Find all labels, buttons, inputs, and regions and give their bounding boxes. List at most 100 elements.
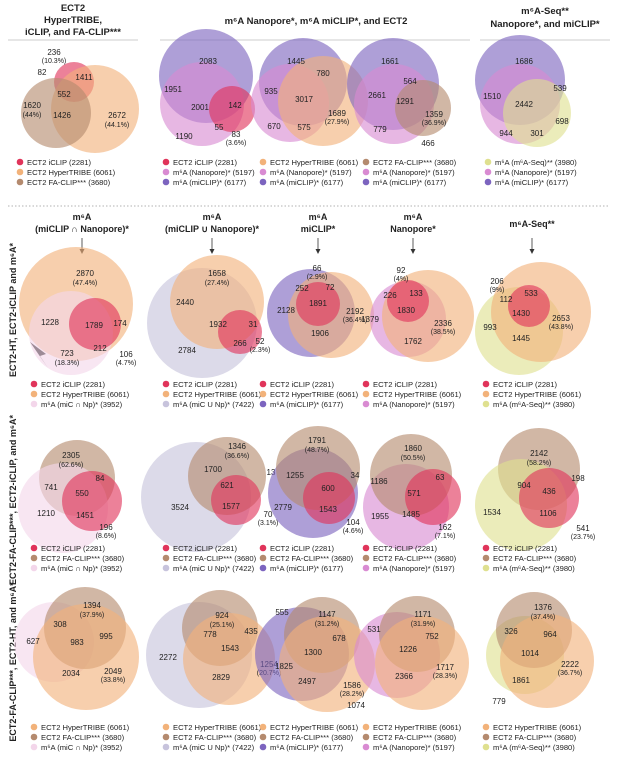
- down-arrow-icon: [410, 249, 416, 254]
- legend-label: ECT2 HyperTRIBE (6061): [493, 390, 582, 399]
- venn-count-label: (38.5%): [431, 329, 456, 336]
- venn-diagram-top-2: 2083 1951 2001 142 1190 55 83(3.6%) ECT2 iCLIP …: [159, 29, 255, 187]
- venn-diagram-top-3: 1445 780 935 3017 1689(27.9%) 670 575 ECT2 Hype…: [251, 38, 368, 187]
- venn-count-label: 1300: [304, 648, 322, 657]
- legend-label: ECT2 HyperTRIBE (6061): [270, 158, 359, 167]
- venn-count-label: 1586: [343, 681, 361, 690]
- legend-swatch-miclip: [259, 400, 267, 408]
- venn-count-label: 1762: [404, 337, 422, 346]
- venn-circle-fa: [21, 78, 91, 148]
- down-arrow-icon: [209, 249, 215, 254]
- legend-swatch-miclip: [259, 743, 267, 751]
- venn-count-label: 1210: [37, 509, 55, 518]
- venn-circle-iclip: [209, 86, 255, 132]
- venn-count-label: 1830: [397, 306, 415, 315]
- legend-label: m⁶A (m⁶A-Seq)** (3980): [493, 564, 575, 573]
- venn-circle-iclip: [69, 298, 121, 350]
- legend-swatch-miclip: [362, 178, 370, 186]
- legend-swatch-nanopore: [484, 168, 492, 176]
- legend-swatch-fa: [362, 733, 370, 741]
- venn-count-label: (3.6%): [226, 140, 247, 147]
- venn-count-label: 1686: [515, 57, 533, 66]
- legend-label: m⁶A (Nanopore)* (5197): [173, 168, 255, 177]
- venn-count-label: 55: [215, 123, 224, 132]
- venn-count-label: 778: [203, 630, 217, 639]
- venn-count-label: 780: [316, 69, 330, 78]
- venn-count-label: 1147: [318, 610, 336, 619]
- venn-count-label: 1074: [347, 701, 365, 710]
- legend-label: ECT2 FA-CLIP*** (3680): [270, 554, 354, 563]
- legend-label: m⁶A (miCLIP)* (6177): [270, 178, 344, 187]
- venn-count-label: 2442: [515, 100, 533, 109]
- column-header-4-sub: Nanopore*: [390, 224, 436, 234]
- venn-count-label: 1255: [286, 471, 304, 480]
- venn-count-label: 212: [93, 344, 107, 353]
- venn-diagram-r3c4: 531 1171 (31.9%) 752 1226 2366 1717(28.3%) 1074…: [347, 596, 469, 752]
- down-arrow-icon: [529, 249, 535, 254]
- column-header-3: m⁶A: [309, 212, 328, 222]
- legend-label: ECT2 FA-CLIP*** (3680): [27, 178, 111, 187]
- venn-count-label: (2.9%): [307, 274, 328, 281]
- legend-label: m⁶A (Nanopore)* (5197): [495, 168, 577, 177]
- venn-count-label: 2784: [178, 346, 196, 355]
- venn-count-label: (28.2%): [340, 691, 365, 698]
- venn-count-label: 627: [26, 637, 40, 646]
- venn-count-label: 2142: [530, 449, 548, 458]
- venn-diagram-r3c2: 924(25.1%)778435154322721254(20.7%)2829E…: [146, 590, 281, 752]
- venn-count-label: 752: [425, 632, 439, 641]
- legend-swatch-fa: [482, 733, 490, 741]
- venn-count-label: 944: [499, 129, 513, 138]
- venn-count-label: 600: [321, 484, 335, 493]
- legend-swatch-fa: [259, 554, 267, 562]
- venn-count-label: 2672: [108, 111, 126, 120]
- venn-count-label: 1955: [371, 512, 389, 521]
- venn-count-label: 1620: [23, 101, 41, 110]
- venn-count-label: (43.8%): [549, 324, 574, 331]
- legend-label: m⁶A (m⁶A-Seq)** (3980): [493, 400, 575, 409]
- legend-swatch-miclip_nanopore_union: [162, 743, 170, 751]
- venn-count-label: 2272: [159, 653, 177, 662]
- legend-swatch-miclip: [484, 178, 492, 186]
- venn-diagram-top-4: 1661 564 2661 1291 1359(36.9%) 779 466 ECT2 FA-…: [347, 38, 457, 187]
- legend-label: ECT2 HyperTRIBE (6061): [173, 390, 262, 399]
- legend-swatch-iclip: [482, 380, 490, 388]
- legend-label: m⁶A (miCLIP)* (6177): [495, 178, 569, 187]
- venn-count-label: (31.2%): [315, 621, 340, 628]
- venn-diagram-r1c4: 92(4%) 226 133 1830 1379 2336(38.5%) 1762 ECT2 …: [361, 266, 474, 409]
- legend-swatch-nanopore: [259, 168, 267, 176]
- venn-count-label: 435: [244, 627, 258, 636]
- venn-count-label: 904: [517, 481, 531, 490]
- venn-count-label: 72: [326, 283, 335, 292]
- legend-swatch-ht: [162, 723, 170, 731]
- venn-diagram-r2c3: 1791 (48.7%) 1255 34 600 2779 1543 104(4.6%) ECT…: [259, 426, 363, 573]
- venn-count-label: 1577: [222, 502, 240, 511]
- legend-swatch-m6aseq: [482, 564, 490, 572]
- legend-label: m⁶A (Nanopore)* (5197): [373, 564, 455, 573]
- venn-count-label: 533: [524, 289, 538, 298]
- venn-count-label: 1861: [512, 676, 530, 685]
- venn-count-label: 995: [99, 632, 113, 641]
- venn-count-label: 1932: [209, 320, 227, 329]
- legend-swatch-m6aseq: [482, 743, 490, 751]
- venn-count-label: 2083: [199, 57, 217, 66]
- legend-swatch-miclip_nanopore: [30, 564, 38, 572]
- legend-swatch-fa: [259, 733, 267, 741]
- venn-count-label: 1190: [175, 132, 193, 141]
- venn-diagram-top-1: 236(10.3%) 82 1411 552 1620 (44%) 2672 (44.1%) 1…: [16, 48, 139, 187]
- legend-swatch-miclip: [259, 178, 267, 186]
- legend-label: ECT2 FA-CLIP*** (3680): [373, 554, 457, 563]
- venn-count-label: 1394: [83, 601, 101, 610]
- venn-count-label: (18.3%): [55, 360, 80, 367]
- legend-label: ECT2 iCLIP (2281): [493, 380, 557, 389]
- venn-count-label: 1359: [425, 110, 443, 119]
- venn-circle-ht: [183, 613, 275, 705]
- venn-count-label: 1951: [164, 85, 182, 94]
- venn-count-label: 541: [576, 524, 590, 533]
- venn-count-label: 964: [543, 630, 557, 639]
- legend-swatch-miclip_nanopore_union: [162, 400, 170, 408]
- row-label-2: ECT2-FA-CLIP***, ECT2-iCLIP, and m⁶A*: [8, 415, 18, 586]
- legend-swatch-iclip: [162, 380, 170, 388]
- venn-count-label: 1485: [402, 510, 420, 519]
- venn-count-label: 1891: [309, 299, 327, 308]
- venn-count-label: (62.6%): [59, 462, 84, 469]
